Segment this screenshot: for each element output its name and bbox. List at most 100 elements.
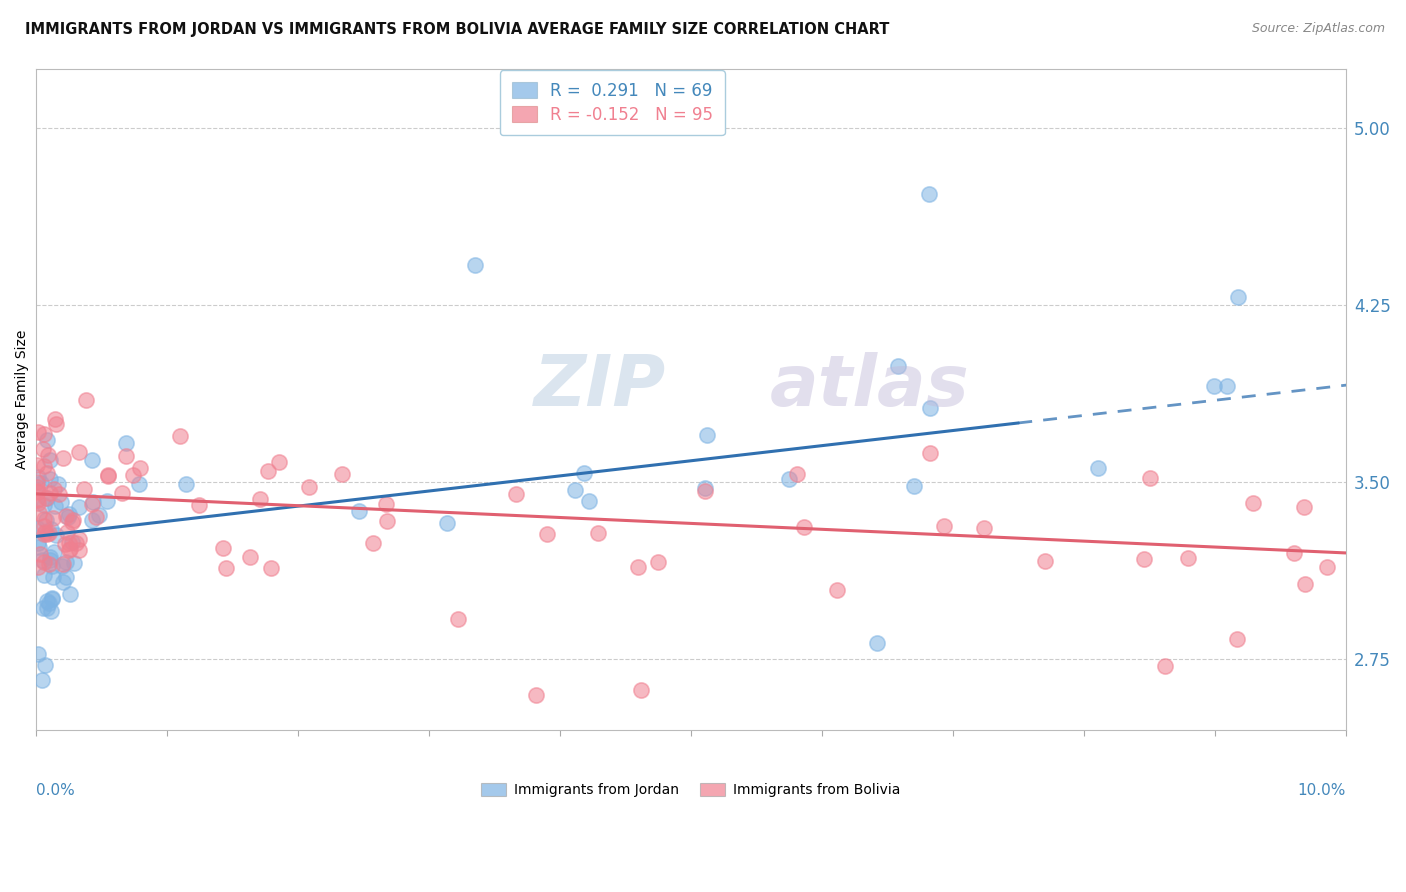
Point: [27, 425, 49, 439]
Point: [27, 483, 49, 498]
Point: [42, 482, 65, 496]
Point: [82, 494, 104, 508]
Point: [56, 510, 79, 524]
Point: [35, 466, 58, 480]
Point: [128, 461, 150, 475]
Point: [696, 427, 718, 442]
Point: [28, 540, 51, 554]
Point: [627, 559, 650, 574]
Point: [39, 550, 62, 565]
Point: [42, 570, 65, 584]
Point: [169, 428, 191, 442]
Point: [695, 484, 717, 499]
Point: [28, 507, 51, 521]
Point: [1316, 560, 1339, 574]
Point: [41, 592, 63, 607]
Point: [41, 591, 63, 605]
Text: atlas: atlas: [769, 351, 969, 421]
Text: ZIP: ZIP: [534, 351, 666, 421]
Point: [695, 481, 717, 495]
Point: [1033, 554, 1056, 568]
Point: [34, 657, 56, 672]
Point: [920, 401, 942, 415]
Point: [38, 557, 60, 571]
Point: [37, 601, 59, 615]
Point: [1282, 546, 1305, 560]
Point: [58, 507, 80, 521]
Point: [1226, 632, 1249, 647]
Point: [778, 473, 800, 487]
Point: [32, 568, 55, 582]
Point: [60, 535, 83, 549]
Text: Source: ZipAtlas.com: Source: ZipAtlas.com: [1251, 22, 1385, 36]
Point: [63, 556, 86, 570]
Point: [257, 464, 280, 478]
Point: [65, 535, 87, 549]
Point: [1087, 461, 1109, 475]
Point: [96, 494, 118, 508]
Point: [27, 560, 49, 574]
Point: [44, 545, 66, 559]
Point: [1294, 576, 1316, 591]
Point: [27, 470, 49, 484]
Point: [114, 450, 136, 464]
Point: [1154, 659, 1177, 673]
Point: [39, 604, 62, 618]
Point: [52, 558, 75, 572]
Point: [67, 445, 90, 459]
Point: [62, 512, 84, 526]
Point: [111, 486, 134, 500]
Point: [53, 537, 76, 551]
Point: [45, 417, 67, 432]
Point: [38, 525, 60, 540]
Point: [27, 647, 49, 661]
Point: [44, 412, 66, 426]
Point: [55, 508, 77, 523]
Point: [35, 433, 58, 447]
Point: [37, 596, 59, 610]
Point: [25, 484, 48, 499]
Point: [51, 495, 73, 509]
Point: [903, 479, 925, 493]
Point: [647, 556, 669, 570]
Point: [786, 467, 808, 482]
Point: [215, 561, 238, 575]
Point: [115, 436, 138, 450]
Point: [374, 497, 396, 511]
Point: [37, 527, 59, 541]
Point: [80, 513, 103, 527]
Point: [1227, 290, 1250, 304]
Point: [44, 499, 66, 513]
Point: [97, 468, 120, 483]
Point: [32, 527, 55, 541]
Point: [30, 547, 52, 561]
Point: [1139, 471, 1161, 485]
Point: [25, 458, 48, 473]
Point: [25, 521, 48, 535]
Point: [51, 559, 73, 574]
Point: [259, 561, 281, 575]
Point: [32, 459, 55, 474]
Point: [32, 512, 55, 526]
Point: [32, 498, 55, 512]
Text: 0.0%: 0.0%: [37, 783, 75, 798]
Point: [58, 536, 80, 550]
Point: [564, 483, 586, 497]
Point: [73, 482, 96, 496]
Point: [30, 475, 52, 490]
Point: [1292, 500, 1315, 514]
Point: [39, 472, 62, 486]
Point: [35, 491, 58, 506]
Point: [436, 516, 458, 531]
Point: [630, 683, 652, 698]
Point: [38, 553, 60, 567]
Point: [55, 555, 77, 569]
Point: [59, 587, 82, 601]
Point: [122, 468, 145, 483]
Point: [269, 455, 291, 469]
Point: [46, 477, 69, 491]
Point: [80, 497, 103, 511]
Point: [176, 476, 198, 491]
Point: [55, 524, 77, 539]
Point: [1241, 496, 1264, 510]
